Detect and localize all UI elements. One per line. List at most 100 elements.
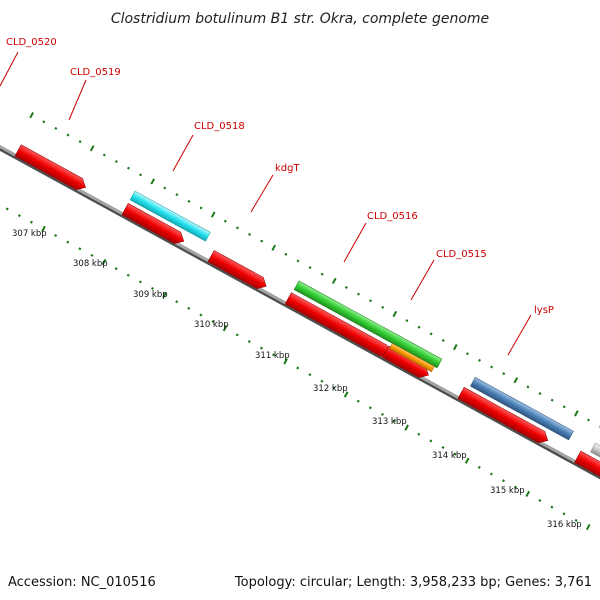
inner-track-minor-tick — [429, 439, 433, 443]
inner-track-minor-tick — [356, 399, 360, 403]
inner-track-minor-tick — [150, 286, 154, 290]
outer-track-minor-tick — [102, 153, 106, 157]
inner-track-minor-tick — [393, 419, 397, 423]
label-cld0520[interactable]: CLD_0520 — [6, 37, 57, 48]
backbone-shadow — [0, 141, 600, 487]
leader-cld0520 — [0, 51, 19, 87]
inner-track-minor-tick — [502, 479, 505, 483]
outer-track-major-tick — [392, 310, 398, 318]
backbone-frame — [0, 112, 600, 531]
leader-kdgt — [250, 174, 274, 213]
cds-arrow-kdgt[interactable] — [207, 250, 270, 292]
inner-track-minor-tick — [114, 267, 118, 271]
outer-track-minor-tick — [526, 385, 530, 389]
inner-track-minor-tick — [296, 366, 300, 370]
inner-track-minor-tick — [29, 220, 33, 224]
label-cld0516[interactable]: CLD_0516 — [367, 211, 418, 222]
inner-track-minor-tick — [138, 280, 142, 284]
inner-track-minor-tick — [66, 240, 70, 244]
inner-track-minor-tick — [489, 472, 493, 476]
outer-track-major-tick — [271, 244, 277, 251]
outer-track-minor-tick — [586, 418, 590, 422]
inner-track-minor-tick — [453, 452, 457, 456]
outer-track-minor-tick — [502, 372, 506, 376]
outer-track-minor-tick — [223, 219, 227, 223]
map-title: Clostridium botulinum B1 str. Okra, comp… — [111, 11, 489, 27]
leader-cld0516 — [343, 222, 367, 263]
label-cld0515[interactable]: CLD_0515 — [436, 249, 487, 260]
inner-track-minor-tick — [417, 432, 421, 436]
inner-track-major-tick — [404, 424, 409, 431]
gene-bar-lysp[interactable] — [470, 377, 574, 441]
leader-cld0519 — [68, 79, 87, 121]
outer-track-major-tick — [574, 410, 579, 417]
gene-bar-cld0516[interactable] — [293, 280, 443, 369]
inner-track-minor-tick — [247, 340, 251, 343]
outer-track-minor-tick — [441, 338, 445, 342]
kbp-label-308: 308 kbp — [73, 259, 108, 269]
outer-track-minor-tick — [54, 126, 58, 130]
gene-feature-track — [129, 190, 600, 472]
outer-track-minor-tick — [562, 405, 566, 409]
outer-track-minor-tick — [66, 133, 70, 137]
inner-track-major-tick — [283, 358, 288, 365]
inner-track-major-tick — [525, 490, 531, 498]
outer-track-minor-tick — [538, 392, 542, 395]
inner-track-minor-tick — [17, 214, 21, 218]
outer-track-major-tick — [29, 112, 34, 119]
label-cld0519[interactable]: CLD_0519 — [70, 67, 121, 78]
outer-track-minor-tick — [356, 292, 360, 296]
inner-track-minor-tick — [259, 346, 263, 350]
outer-track-minor-tick — [405, 319, 409, 323]
inner-track-major-tick — [343, 391, 349, 398]
outer-track-major-tick — [150, 178, 156, 185]
outer-track-minor-tick — [187, 199, 191, 203]
cds-forward-track — [14, 144, 600, 487]
cds-arrow-cld0520[interactable] — [14, 144, 89, 193]
kbp-label-313: 313 kbp — [372, 417, 407, 427]
cds-arrow-lysp[interactable] — [457, 386, 551, 446]
inner-track-major-tick — [41, 225, 46, 232]
inner-track-major-tick — [162, 291, 167, 299]
gene-bar-cld0518[interactable] — [129, 190, 211, 242]
cds-arrow-cld0518[interactable] — [121, 203, 187, 247]
inner-track-minor-tick — [477, 465, 481, 469]
outer-track-minor-tick — [260, 239, 264, 243]
outer-track-minor-tick — [478, 358, 482, 362]
outer-track-minor-tick — [139, 173, 143, 177]
topology-text: Topology: circular; Length: 3,958,233 bp… — [234, 575, 592, 590]
outer-track-minor-tick — [381, 305, 385, 309]
kbp-label-310: 310 kbp — [194, 320, 229, 330]
label-cld0518[interactable]: CLD_0518 — [194, 121, 245, 132]
outer-track-minor-tick — [550, 398, 554, 402]
inner-track-minor-tick — [380, 412, 384, 416]
inner-track-major-tick — [585, 523, 591, 531]
inner-track-minor-tick — [54, 233, 58, 237]
kbp-label-309: 309 kbp — [133, 290, 168, 300]
kbp-label-311: 311 kbp — [255, 351, 290, 361]
inner-track-minor-tick — [187, 306, 191, 310]
inner-track-minor-tick — [211, 320, 215, 324]
inner-tick-track — [5, 207, 591, 531]
outer-track-minor-tick — [296, 259, 300, 263]
label-lysp[interactable]: lysP — [534, 305, 554, 316]
cds-arrow-next[interactable] — [574, 450, 600, 487]
accession-text: Accession: NC_010516 — [8, 575, 156, 590]
inner-track-minor-tick — [368, 406, 372, 410]
leader-lysp — [507, 314, 532, 356]
outer-tick-track — [29, 112, 600, 429]
gene-bar-cld0515[interactable] — [389, 343, 435, 373]
inner-track-minor-tick — [538, 499, 542, 503]
inner-track-minor-tick — [90, 253, 94, 257]
outer-track-minor-tick — [126, 166, 130, 170]
inner-track-major-tick — [464, 457, 470, 464]
inner-track-minor-tick — [175, 300, 179, 304]
outer-track-minor-tick — [114, 160, 118, 164]
gene-bar-next[interactable] — [590, 442, 600, 472]
inner-track-minor-tick — [308, 373, 312, 377]
label-kdgt[interactable]: kdgT — [275, 163, 300, 174]
outer-track-major-tick — [89, 145, 95, 152]
inner-track-minor-tick — [235, 333, 239, 337]
inner-track-major-tick — [101, 258, 107, 266]
inner-track-minor-tick — [514, 485, 518, 489]
